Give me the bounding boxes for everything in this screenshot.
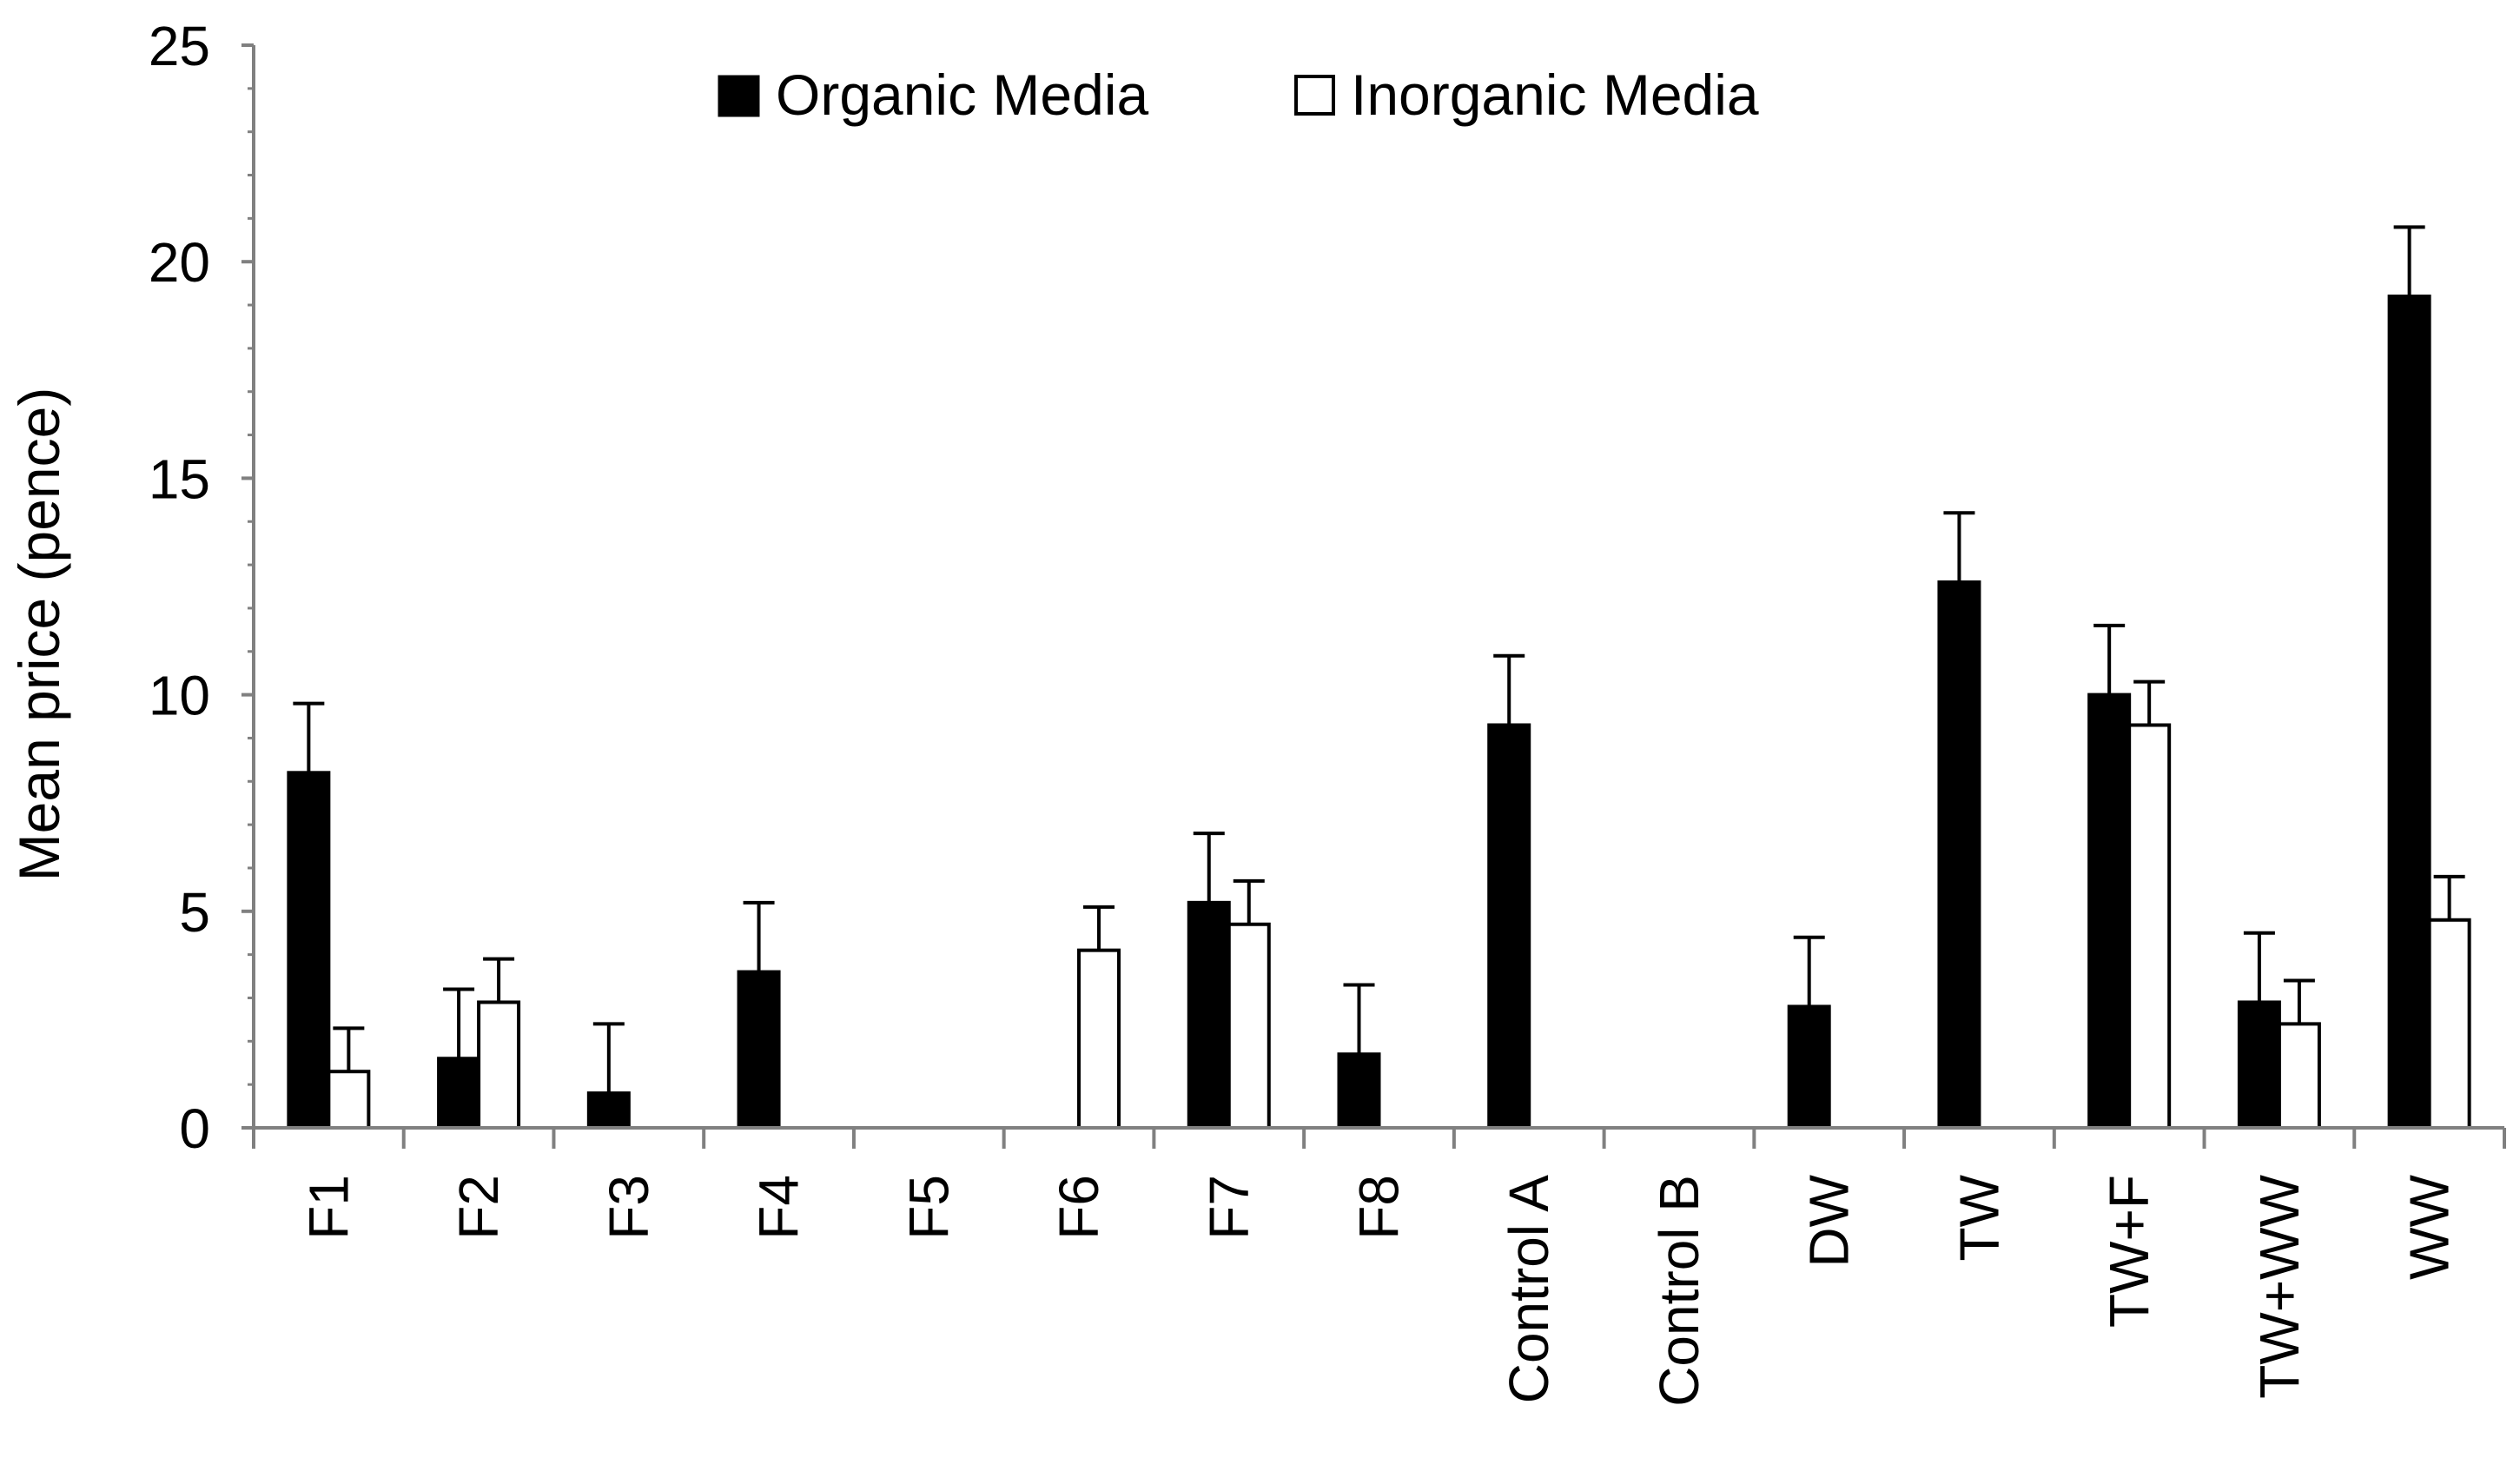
x-tick-label: F3 [598,1175,660,1240]
y-tick-label: 20 [149,231,210,294]
bar-organic [1187,900,1231,1130]
bar-organic [287,771,331,1130]
legend-label-organic: Organic Media [776,63,1148,127]
y-axis-title: Mean price (pence) [7,388,71,882]
x-tick-label: DW [1798,1174,1861,1267]
x-tick-label: F4 [748,1175,810,1240]
bar-organic [2087,693,2132,1130]
bar-organic [2237,1000,2281,1130]
legend-label-inorganic: Inorganic Media [1351,63,1759,127]
bar-inorganic [1077,948,1121,1130]
y-axis-ticks: 0 5 10 15 20 25 [149,15,254,1160]
x-tick-label: WW [2398,1174,2461,1279]
legend: Organic Media Inorganic Media [718,63,1759,127]
x-tick-label: Control A [1498,1175,1560,1404]
bar-organic [1337,1052,1381,1130]
legend-swatch-organic [718,75,760,117]
bar-organic [586,1091,631,1130]
y-tick-label: 10 [149,665,210,727]
legend-swatch-inorganic [1294,75,1335,116]
y-tick-label: 25 [149,15,210,77]
y-tick-label: 0 [179,1097,210,1160]
x-tick-label: TW [1948,1174,2010,1261]
x-axis-ticks: F1 F2 F3 F4 F5 F6 F7 F8 Control A Control B DW TW TW… [252,1128,2506,1407]
y-tick-label: 15 [149,447,210,510]
bar-organic [1787,1004,1831,1130]
x-tick-label: F2 [447,1175,510,1240]
bar-inorganic [2127,723,2172,1130]
x-tick-label: TW+F [2098,1175,2160,1328]
x-tick-label: F7 [1198,1175,1260,1240]
x-tick-label: F5 [897,1175,960,1240]
bar-organic [2387,295,2431,1130]
bar-inorganic [327,1070,371,1130]
bar-inorganic [2427,918,2471,1130]
axes-layer [252,45,2504,1130]
x-tick-label: Control B [1648,1175,1710,1407]
bars-layer [287,225,2471,1130]
bar-organic [437,1057,481,1130]
bar-inorganic [477,1000,521,1130]
bar-organic [1487,723,1531,1130]
x-tick-label: F1 [297,1175,360,1240]
bar-organic [737,970,781,1130]
x-tick-label: TW+WW [2248,1174,2311,1398]
x-tick-label: F8 [1348,1175,1411,1240]
y-tick-label: 5 [179,881,210,944]
x-tick-label: F6 [1048,1175,1110,1240]
bar-inorganic [1227,922,1271,1130]
bar-inorganic [2277,1022,2321,1130]
bar-organic [1937,580,1981,1130]
